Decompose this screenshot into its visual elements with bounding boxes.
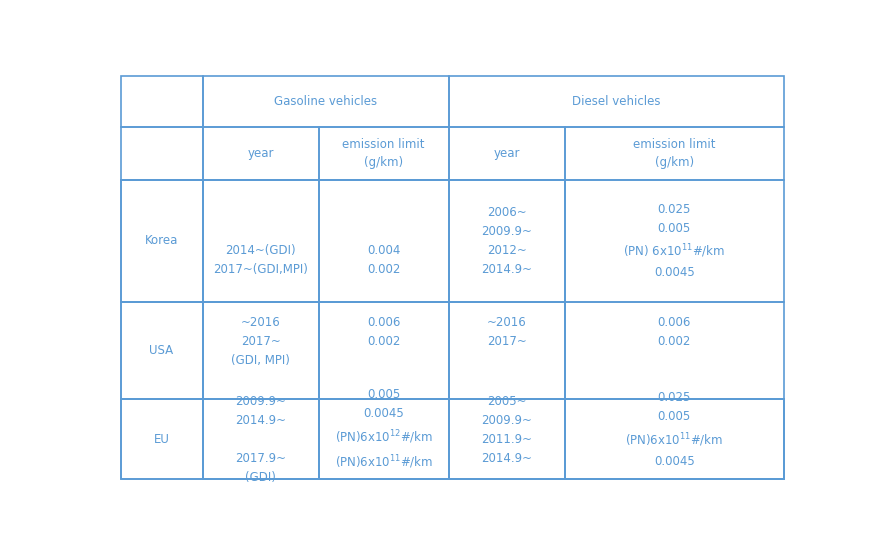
Text: 0.025
0.005
(PN)6x10$^{11}$#/km
0.0045: 0.025 0.005 (PN)6x10$^{11}$#/km 0.0045	[625, 391, 723, 487]
Text: Gasoline vehicles: Gasoline vehicles	[274, 95, 377, 108]
Bar	[449, 302, 564, 399]
Text: Korea: Korea	[145, 235, 178, 247]
Bar	[203, 302, 564, 399]
Text: 0.004
0.002: 0.004 0.002	[367, 206, 400, 276]
Bar	[203, 302, 318, 399]
Text: ~2016
2017~: ~2016 2017~	[487, 316, 527, 386]
Bar	[449, 180, 564, 302]
Bar	[318, 302, 564, 399]
Bar	[121, 399, 203, 480]
Bar	[449, 302, 564, 399]
Text: year: year	[247, 147, 274, 160]
Text: USA: USA	[149, 344, 174, 357]
Bar	[318, 180, 449, 302]
Bar	[121, 302, 203, 399]
Text: 0.006
0.002: 0.006 0.002	[367, 316, 400, 386]
Bar	[203, 399, 318, 480]
Text: 0.025
0.005
(PN) 6x10$^{11}$#/km
0.0045: 0.025 0.005 (PN) 6x10$^{11}$#/km 0.0045	[623, 203, 725, 279]
Text: Diesel vehicles: Diesel vehicles	[572, 95, 661, 108]
Bar	[121, 180, 449, 302]
Bar	[318, 399, 449, 480]
Text: 0.006
0.002: 0.006 0.002	[657, 316, 691, 386]
Bar	[449, 180, 564, 302]
Text: 2006~
2009.9~
2012~
2014.9~: 2006~ 2009.9~ 2012~ 2014.9~	[482, 206, 532, 276]
Bar	[449, 399, 783, 480]
Bar	[318, 399, 783, 480]
Text: EU: EU	[153, 433, 169, 446]
Bar	[318, 180, 449, 302]
Bar	[203, 76, 449, 127]
Text: 2009.9~
2014.9~

2017.9~
(GDI): 2009.9~ 2014.9~ 2017.9~ (GDI)	[235, 395, 286, 484]
Bar	[203, 180, 318, 302]
Bar	[203, 180, 449, 302]
Bar	[121, 76, 203, 127]
Bar	[564, 302, 783, 399]
Text: emission limit
(g/km): emission limit (g/km)	[633, 138, 715, 169]
Text: 2005~
2009.9~
2011.9~
2014.9~: 2005~ 2009.9~ 2011.9~ 2014.9~	[482, 395, 532, 484]
Bar	[449, 127, 564, 180]
Bar	[121, 180, 203, 302]
Bar	[564, 127, 783, 180]
Bar	[564, 399, 783, 480]
Bar	[449, 76, 783, 127]
Text: emission limit
(g/km): emission limit (g/km)	[342, 138, 425, 169]
Bar	[121, 302, 564, 399]
Text: 0.005
0.0045
(PN)6x10$^{12}$#/km
(PN)6x10$^{11}$#/km: 0.005 0.0045 (PN)6x10$^{12}$#/km (PN)6x1…	[334, 388, 433, 490]
Text: ~2016
2017~
(GDI, MPI): ~2016 2017~ (GDI, MPI)	[231, 316, 290, 386]
Text: year: year	[493, 147, 520, 160]
Bar	[203, 399, 783, 480]
Bar	[121, 399, 783, 480]
Bar	[318, 127, 449, 180]
Bar	[121, 127, 203, 180]
Bar	[564, 180, 783, 302]
Bar	[203, 127, 318, 180]
Bar	[564, 399, 783, 480]
Bar	[449, 399, 564, 480]
Text: 2014~(GDI)
2017~(GDI,MPI): 2014~(GDI) 2017~(GDI,MPI)	[213, 206, 308, 276]
Bar	[318, 302, 449, 399]
